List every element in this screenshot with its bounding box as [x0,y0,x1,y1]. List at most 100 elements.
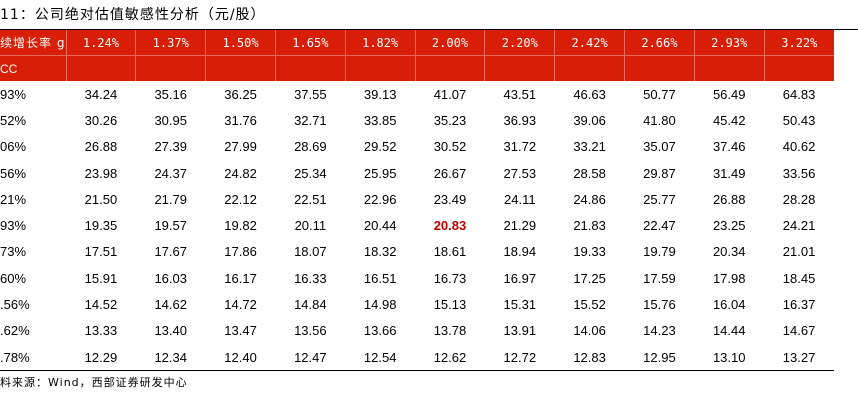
valuation-cell: 17.86 [224,244,257,260]
valuation-cell: 20.34 [712,244,746,260]
table-title: 11：公司绝对估值敏感性分析（元/股） [0,7,266,23]
valuation-cell: 27.99 [224,139,257,155]
valuation-cell: 13.40 [154,323,187,339]
wacc-value: .62% [0,323,30,339]
growth-rate-header: 2.66% [624,30,695,56]
sensitivity-table: 续增长率 g 1.24% 1.37% 1.50% 1.65% 1.82% 2.0… [0,30,834,372]
valuation-cell: 16.33 [294,270,327,286]
growth-rate-header: 1.50% [205,30,276,56]
valuation-cell: 18.07 [294,244,327,260]
header-filler-cell [624,55,695,81]
valuation-cell: 50.77 [643,86,676,102]
table-row: .78% 12.29 12.34 12.40 12.47 12.54 12.62 12.72 1… [0,343,834,372]
valuation-cell: 43.51 [503,86,537,102]
valuation-cell: 14.52 [84,297,118,313]
valuation-cell: 20.11 [294,218,327,234]
valuation-cell: 26.88 [712,191,746,207]
growth-rate-header: 1.37% [135,30,206,56]
wacc-value: 21% [0,191,27,207]
valuation-cell: 36.25 [224,86,257,102]
valuation-cell: 15.13 [433,297,467,313]
valuation-cell: 14.44 [712,323,746,339]
growth-rate-header: 1.24% [65,30,136,56]
valuation-cell: 39.06 [573,112,606,128]
valuation-cell: 16.51 [363,270,397,286]
valuation-cell: 20.44 [363,218,397,234]
valuation-cell: 21.79 [154,191,187,207]
valuation-cell: 28.28 [782,191,816,207]
valuation-cell: 12.62 [415,343,485,372]
growth-rate-header: 1.65% [274,30,346,56]
valuation-cell: 28.58 [573,165,606,181]
valuation-cell: 13.91 [503,323,537,339]
header-filler-cell [274,55,346,81]
valuation-cell: 21.50 [84,191,118,207]
header-filler-cell [763,55,834,81]
wacc-value: 73% [0,244,27,260]
valuation-cell: 41.80 [643,112,676,128]
valuation-cell: 33.21 [573,139,606,155]
header-filler-cell [693,55,765,81]
valuation-cell: 15.52 [573,297,606,313]
header-filler-cell [135,55,206,81]
valuation-cell: 16.04 [712,297,746,313]
valuation-cell: 37.46 [712,139,746,155]
valuation-cell: 16.17 [224,270,257,286]
valuation-cell: 33.56 [782,165,816,181]
valuation-cell: 18.32 [363,244,397,260]
valuation-cell: 15.91 [84,270,118,286]
valuation-cell: 17.25 [573,270,606,286]
valuation-cell: 14.23 [643,323,676,339]
valuation-cell: 39.13 [363,86,397,102]
valuation-cell: 35.23 [433,112,467,128]
valuation-cell: 14.84 [294,297,327,313]
header-filler-cell [344,55,416,81]
valuation-cell: 29.52 [363,139,397,155]
valuation-cell: 27.39 [154,139,187,155]
valuation-cell: 27.53 [503,165,537,181]
valuation-cell: 29.87 [643,165,676,181]
valuation-cell: 14.06 [573,323,606,339]
valuation-cell: 12.72 [484,343,555,372]
wacc-value: 93% [0,86,27,102]
valuation-cell: 17.59 [643,270,676,286]
valuation-cell: 12.40 [205,343,276,372]
table-row: 93% 34.24 35.16 36.25 37.55 39.13 41.07 43.51 46… [0,81,834,107]
valuation-cell: 17.51 [84,244,118,260]
valuation-cell: 19.33 [573,244,606,260]
valuation-cell: 33.85 [363,112,397,128]
valuation-cell: 17.98 [712,270,746,286]
valuation-cell: 26.88 [84,139,118,155]
wacc-label: CC [0,55,67,81]
valuation-cell: 13.56 [294,323,327,339]
valuation-cell: 19.35 [84,218,118,234]
valuation-cell: 24.86 [573,191,606,207]
valuation-cell: 16.03 [154,270,187,286]
wacc-value: 93% [0,218,27,234]
valuation-cell: 22.51 [294,191,327,207]
valuation-cell: 36.93 [503,112,537,128]
valuation-cell: 12.34 [135,343,206,372]
growth-rate-header: 2.00% [414,30,485,56]
valuation-cell: 21.29 [503,218,537,234]
valuation-cell: 17.67 [154,244,187,260]
growth-rate-header: 3.22% [763,30,834,56]
valuation-cell: 50.43 [782,112,816,128]
wacc-value: 56% [0,165,27,181]
valuation-cell: 14.98 [363,297,397,313]
valuation-cell: 22.47 [643,218,676,234]
wacc-value: 06% [0,139,27,155]
table-row: 52% 30.26 30.95 31.76 32.71 33.85 35.23 36.93 39… [0,107,834,133]
valuation-cell: 24.21 [782,218,816,234]
base-case-valuation-cell: 20.83 [433,218,467,234]
valuation-cell: 35.16 [154,86,187,102]
table-body: 93% 34.24 35.16 36.25 37.55 39.13 41.07 43.51 46… [0,81,834,372]
valuation-cell: 35.07 [643,139,676,155]
valuation-cell: 12.54 [345,343,416,372]
source-note: 料来源：Wind，西部证券研发中心 [0,376,188,389]
table-row: 21% 21.50 21.79 22.12 22.51 22.96 23.49 24.11 24… [0,186,834,212]
valuation-cell: 30.95 [154,112,187,128]
growth-rate-header: 1.82% [344,30,416,56]
valuation-cell: 23.25 [712,218,746,234]
valuation-cell: 13.47 [224,323,257,339]
